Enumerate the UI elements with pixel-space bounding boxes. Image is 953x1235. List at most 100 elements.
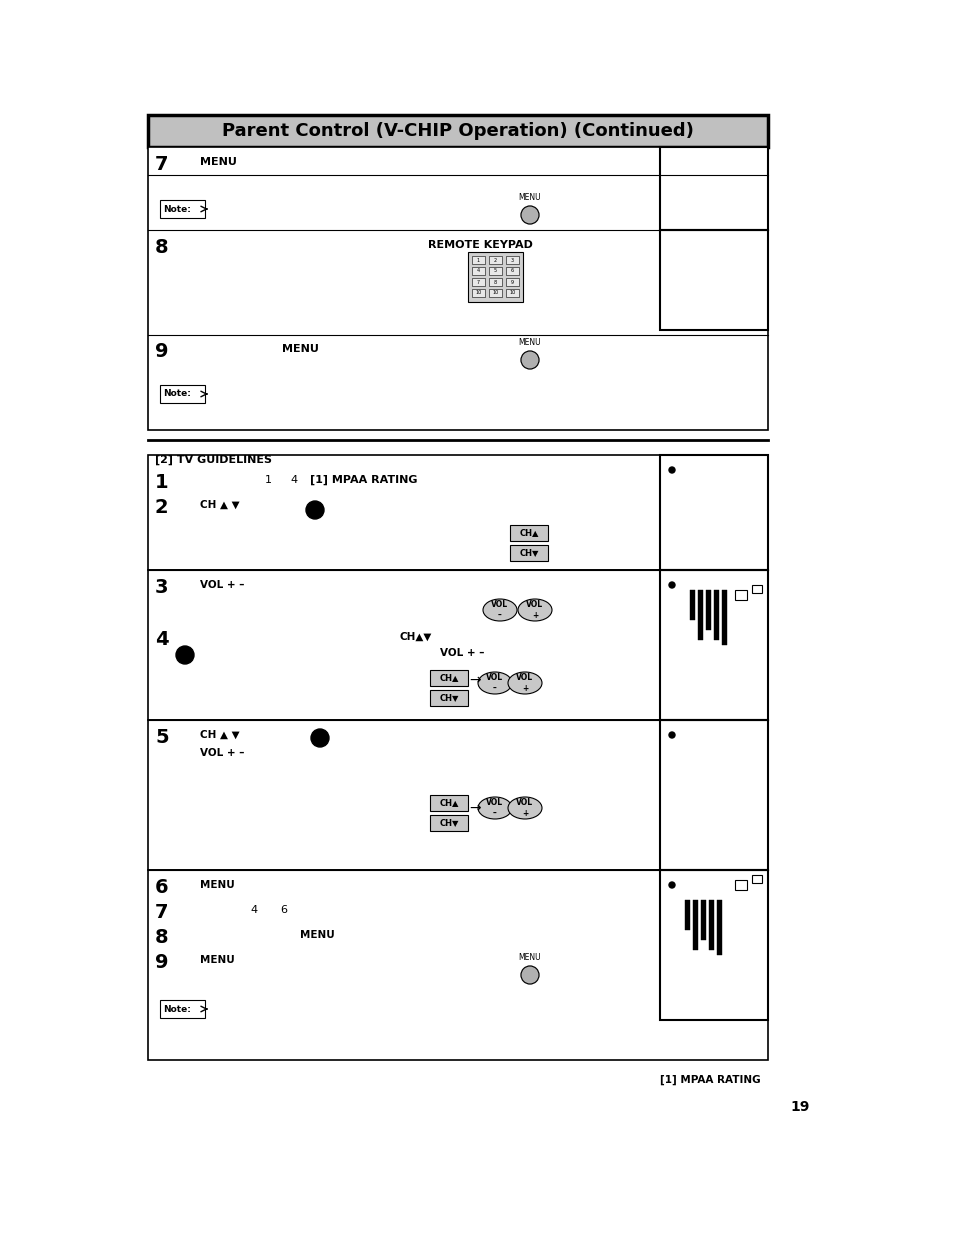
Text: 9: 9	[511, 279, 514, 284]
Text: MENU: MENU	[200, 881, 234, 890]
Text: MENU: MENU	[518, 338, 540, 347]
Text: CH ▲ ▼: CH ▲ ▼	[200, 500, 239, 510]
Text: VOL
+: VOL +	[516, 673, 533, 693]
Bar	[472, 289, 484, 296]
Text: MENU: MENU	[200, 955, 234, 965]
Bar	[430, 671, 468, 685]
Circle shape	[520, 206, 538, 224]
Text: 6: 6	[154, 878, 169, 897]
Ellipse shape	[507, 797, 541, 819]
Circle shape	[520, 351, 538, 369]
Text: CH▲: CH▲	[438, 799, 458, 808]
Circle shape	[668, 582, 675, 588]
Bar	[489, 267, 501, 275]
Bar	[489, 256, 501, 264]
Text: 4: 4	[476, 268, 479, 273]
Text: 2: 2	[494, 258, 497, 263]
Bar	[148, 571, 767, 720]
Circle shape	[668, 732, 675, 739]
Text: 2: 2	[154, 498, 169, 517]
Bar	[713, 590, 719, 640]
Text: CH ▲ ▼: CH ▲ ▼	[200, 730, 239, 740]
Text: Note:: Note:	[163, 389, 191, 399]
Bar	[430, 690, 468, 706]
Text: VOL
–: VOL –	[486, 673, 503, 693]
Text: 5: 5	[154, 727, 169, 747]
Text: 10: 10	[492, 290, 498, 295]
Text: 1: 1	[265, 475, 272, 485]
Ellipse shape	[507, 672, 541, 694]
Bar	[505, 289, 518, 296]
Text: 8: 8	[154, 238, 169, 257]
Circle shape	[175, 646, 193, 664]
Bar	[659, 720, 767, 869]
Text: VOL
–: VOL –	[486, 798, 503, 818]
Bar	[472, 278, 484, 287]
Text: 19: 19	[789, 1100, 809, 1114]
Ellipse shape	[482, 599, 517, 621]
Text: CH▼: CH▼	[518, 548, 538, 557]
Text: [2] TV GUIDELINES: [2] TV GUIDELINES	[154, 454, 272, 466]
Text: MENU: MENU	[299, 930, 335, 940]
Text: CH▲: CH▲	[438, 673, 458, 683]
Text: 1: 1	[154, 473, 169, 492]
Text: 7: 7	[154, 903, 169, 923]
Text: VOL
–: VOL –	[491, 600, 508, 620]
Circle shape	[668, 882, 675, 888]
Text: 6: 6	[511, 268, 514, 273]
Text: 4: 4	[250, 905, 257, 915]
Text: 3: 3	[511, 258, 514, 263]
Circle shape	[668, 467, 675, 473]
Bar	[148, 115, 767, 147]
Bar	[698, 590, 702, 640]
Circle shape	[306, 501, 324, 519]
Bar	[472, 256, 484, 264]
Text: MENU: MENU	[281, 345, 318, 354]
Bar	[160, 1000, 205, 1018]
Bar	[489, 278, 501, 287]
Bar	[510, 545, 547, 561]
Text: 1: 1	[476, 258, 479, 263]
Text: 4: 4	[154, 630, 169, 650]
Bar	[705, 590, 710, 630]
Bar	[160, 200, 205, 219]
Text: 5: 5	[494, 268, 497, 273]
Bar	[505, 278, 518, 287]
Bar	[659, 147, 767, 230]
Text: [1] MPAA RATING: [1] MPAA RATING	[659, 1074, 760, 1086]
Text: CH▼: CH▼	[438, 694, 458, 703]
Text: Note:: Note:	[163, 205, 191, 214]
Bar	[148, 454, 767, 571]
Bar	[510, 525, 547, 541]
Text: VOL
+: VOL +	[526, 600, 543, 620]
Bar	[700, 900, 705, 940]
Bar	[659, 571, 767, 720]
Text: 8: 8	[494, 279, 497, 284]
Text: Parent Control (V-CHIP Operation) (Continued): Parent Control (V-CHIP Operation) (Conti…	[222, 122, 693, 140]
Text: CH▲▼: CH▲▼	[399, 632, 432, 642]
Bar	[505, 267, 518, 275]
Text: 7: 7	[154, 156, 169, 174]
Ellipse shape	[517, 599, 552, 621]
Bar	[689, 590, 695, 620]
Text: MENU: MENU	[200, 157, 236, 167]
Text: [1] MPAA RATING: [1] MPAA RATING	[310, 475, 417, 485]
Bar	[734, 881, 746, 890]
Bar	[659, 869, 767, 1020]
Text: 8: 8	[154, 927, 169, 947]
Bar	[148, 720, 767, 869]
Bar	[430, 795, 468, 811]
Bar	[751, 876, 761, 883]
Bar	[468, 252, 522, 303]
Bar	[659, 230, 767, 330]
Text: →: →	[469, 802, 480, 815]
Bar	[472, 267, 484, 275]
Text: 6: 6	[280, 905, 287, 915]
Text: CH▲: CH▲	[518, 529, 538, 537]
Text: 4: 4	[290, 475, 296, 485]
Text: 10: 10	[509, 290, 515, 295]
Text: 10: 10	[475, 290, 481, 295]
Bar	[684, 900, 689, 930]
Bar	[160, 385, 205, 403]
Bar	[148, 869, 767, 1060]
